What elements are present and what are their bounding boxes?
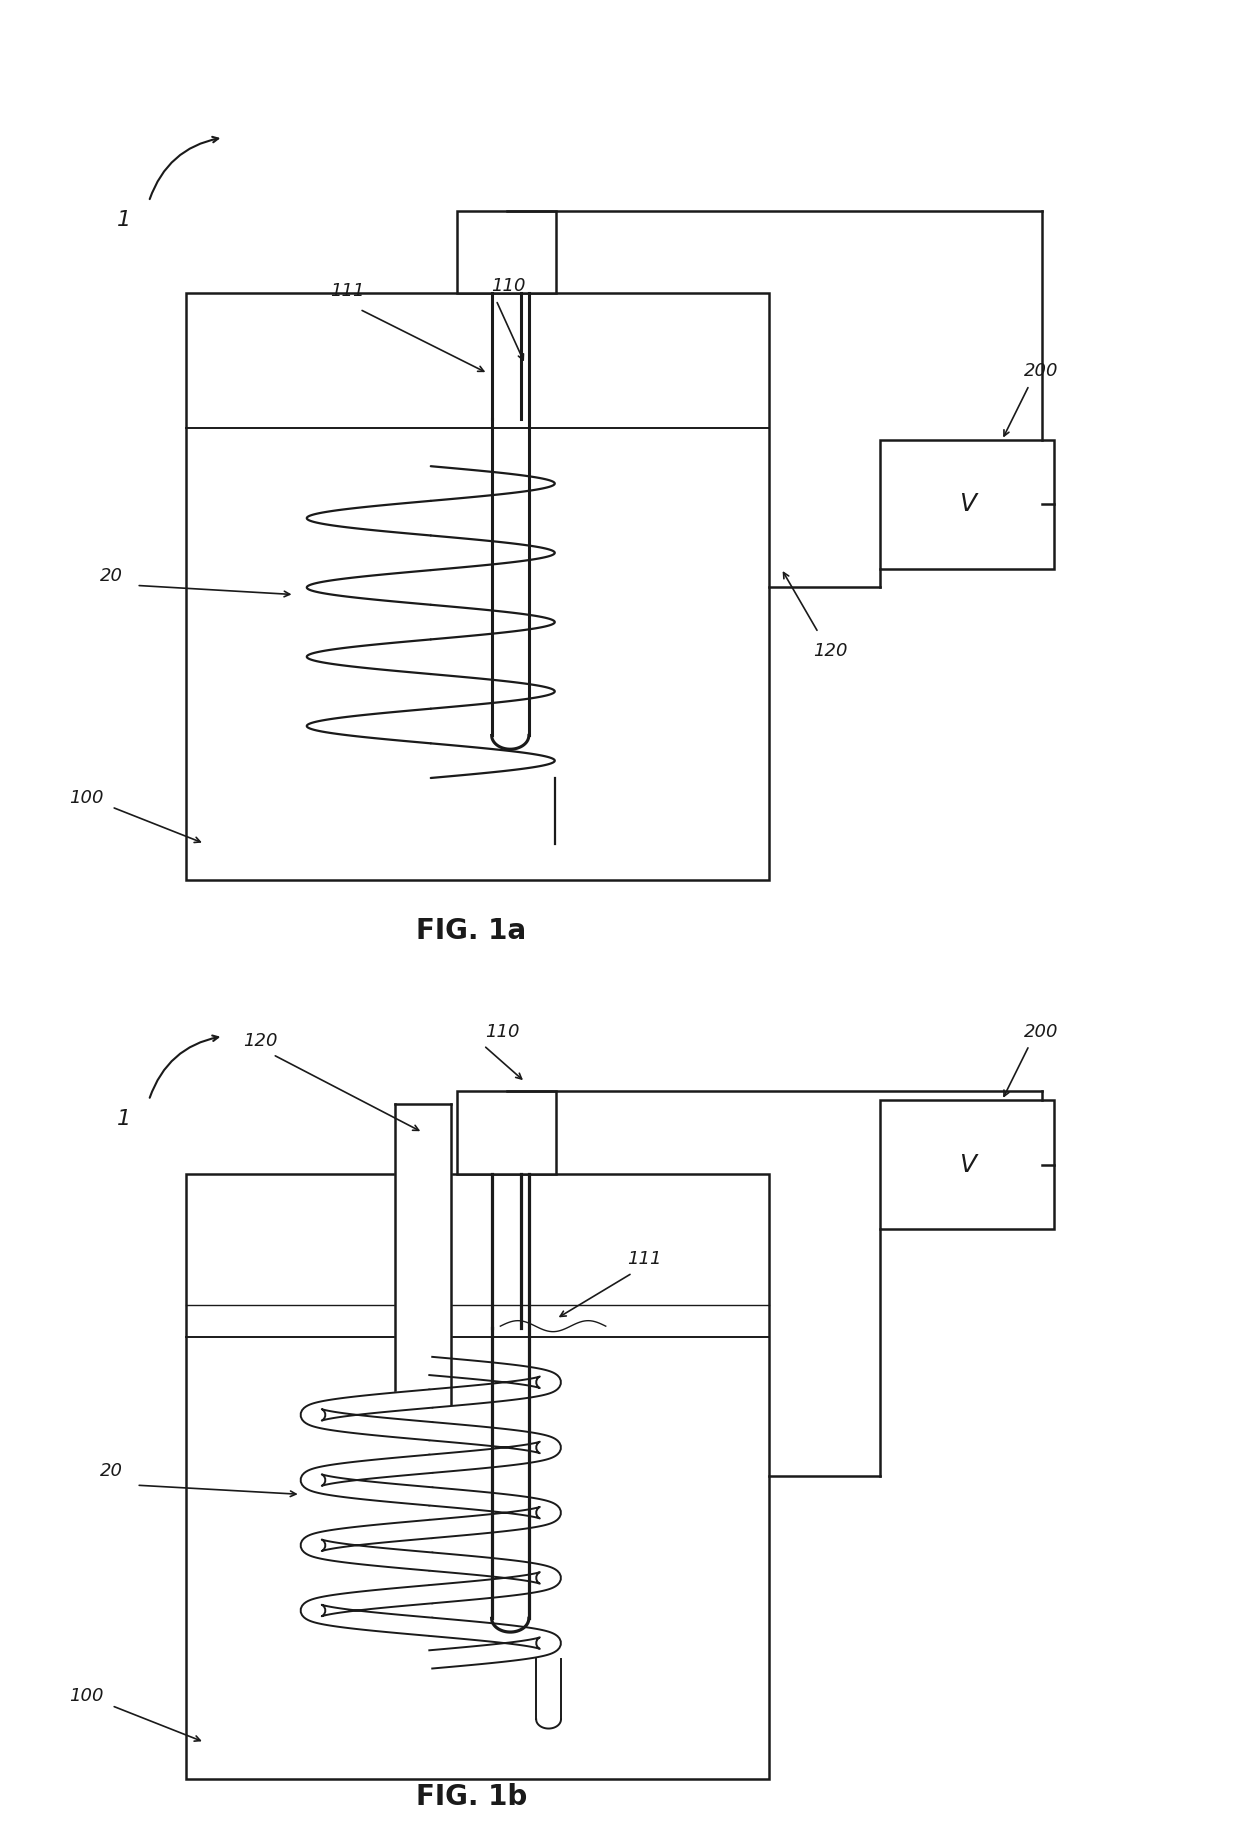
Text: 100: 100 — [69, 789, 104, 807]
Text: 120: 120 — [813, 642, 848, 660]
Text: 1: 1 — [117, 211, 131, 229]
Polygon shape — [429, 1357, 560, 1409]
Polygon shape — [429, 1618, 560, 1669]
Bar — [880, 1100, 1054, 1229]
Text: 200: 200 — [1024, 363, 1059, 380]
Bar — [458, 1091, 557, 1174]
Polygon shape — [429, 1421, 560, 1473]
Bar — [458, 211, 557, 293]
Polygon shape — [301, 1390, 433, 1440]
Text: 110: 110 — [485, 1023, 520, 1040]
Bar — [186, 293, 769, 880]
Polygon shape — [429, 1553, 560, 1603]
Polygon shape — [301, 1520, 433, 1570]
Bar — [880, 440, 1054, 569]
Text: V: V — [959, 492, 976, 517]
Polygon shape — [429, 1487, 560, 1539]
Text: 120: 120 — [243, 1033, 278, 1049]
Bar — [186, 1174, 769, 1779]
Text: 20: 20 — [100, 1462, 123, 1480]
Text: 1: 1 — [117, 1110, 131, 1128]
Text: 111: 111 — [330, 282, 365, 301]
Text: 111: 111 — [627, 1251, 662, 1269]
Text: FIG. 1a: FIG. 1a — [417, 917, 526, 945]
Text: FIG. 1b: FIG. 1b — [415, 1783, 527, 1812]
Text: V: V — [959, 1152, 976, 1177]
Polygon shape — [301, 1454, 433, 1506]
Text: 20: 20 — [100, 567, 123, 585]
Text: 100: 100 — [69, 1687, 104, 1706]
Text: 110: 110 — [491, 277, 526, 295]
Text: 200: 200 — [1024, 1023, 1059, 1040]
Polygon shape — [301, 1585, 433, 1636]
